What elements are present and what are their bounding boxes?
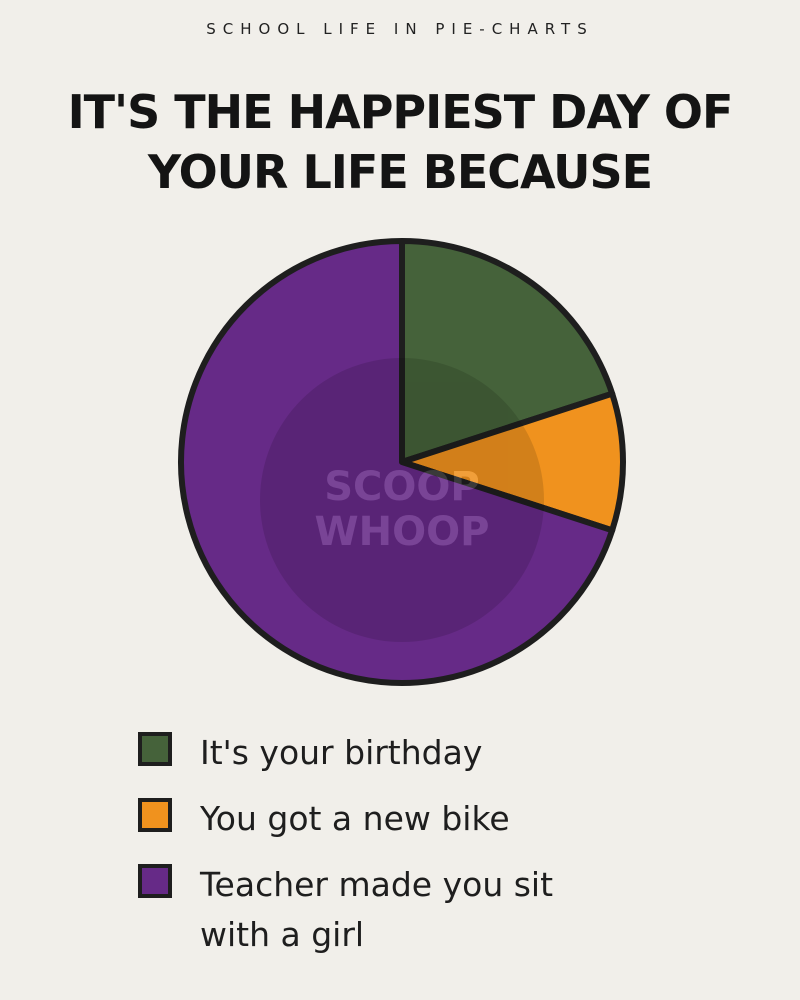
svg-text:WHOOP: WHOOP	[315, 509, 490, 555]
watermark-logo: SCOOP WHOOP	[260, 358, 544, 642]
svg-text:SCOOP: SCOOP	[324, 464, 480, 510]
legend-swatch	[138, 798, 172, 832]
pie-slice-0	[399, 238, 616, 465]
legend: It's your birthday You got a new bike Teac…	[138, 728, 620, 982]
legend-label: Teacher made you sit with a girl	[200, 865, 554, 954]
legend-item: It's your birthday	[138, 728, 620, 778]
legend-item: Teacher made you sit with a girl	[138, 860, 620, 960]
pie-slice-1	[399, 390, 626, 534]
pie-slice-2	[178, 238, 616, 686]
legend-label: It's your birthday	[200, 733, 483, 772]
chart-title: IT'S THE HAPPIEST DAY OF YOUR LIFE BECAU…	[67, 85, 734, 199]
legend-swatch	[138, 864, 172, 898]
series-kicker: SCHOOL LIFE IN PIE-CHARTS	[206, 20, 594, 38]
legend-swatch	[138, 732, 172, 766]
legend-item: You got a new bike	[138, 794, 620, 844]
legend-label: You got a new bike	[200, 799, 510, 838]
